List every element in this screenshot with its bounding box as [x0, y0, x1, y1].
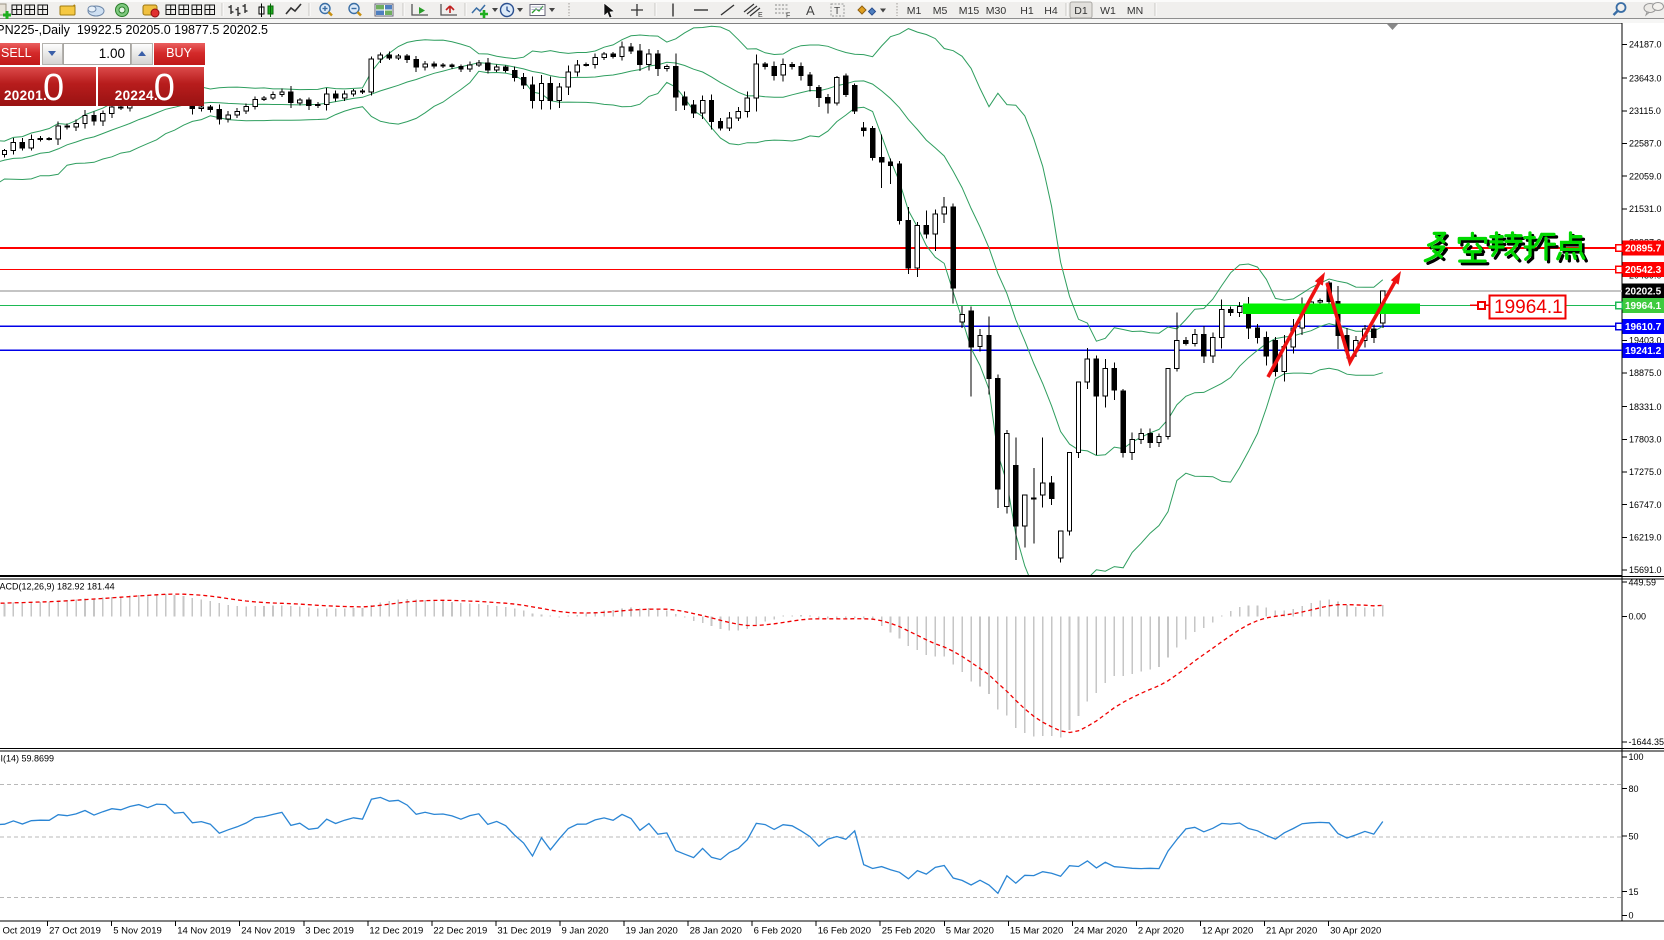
svg-text:16219.0: 16219.0 [1629, 532, 1662, 542]
svg-text:RSI(14) 59.8699: RSI(14) 59.8699 [0, 754, 54, 764]
svg-text:22059.0: 22059.0 [1629, 171, 1662, 181]
svg-text:5 Mar 2020: 5 Mar 2020 [946, 926, 994, 937]
svg-text:19964.1: 19964.1 [1625, 301, 1662, 312]
svg-text:18331.0: 18331.0 [1629, 402, 1662, 412]
svg-text:6 Feb 2020: 6 Feb 2020 [754, 926, 802, 937]
svg-text:15 Mar 2020: 15 Mar 2020 [1010, 926, 1063, 937]
svg-text:19403.0: 19403.0 [1629, 336, 1662, 346]
svg-text:21 Apr 2020: 21 Apr 2020 [1266, 926, 1317, 937]
svg-text:17803.0: 17803.0 [1629, 435, 1662, 445]
svg-text:-1644.35: -1644.35 [1629, 737, 1664, 747]
svg-text:12 Apr 2020: 12 Apr 2020 [1202, 926, 1253, 937]
svg-text:15: 15 [1629, 887, 1639, 897]
svg-text:D1: D1 [1074, 5, 1088, 17]
svg-text:15691.0: 15691.0 [1629, 565, 1662, 575]
svg-text:449.59: 449.59 [1629, 577, 1657, 587]
svg-text:21531.0: 21531.0 [1629, 204, 1662, 214]
svg-text:20542.3: 20542.3 [1625, 265, 1662, 276]
svg-text:2 Apr 2020: 2 Apr 2020 [1138, 926, 1184, 937]
svg-text:0.00: 0.00 [1629, 612, 1647, 622]
svg-text:80: 80 [1629, 784, 1639, 794]
svg-text:27 Oct 2019: 27 Oct 2019 [49, 926, 101, 937]
svg-text:12 Dec 2019: 12 Dec 2019 [369, 926, 423, 937]
svg-text:F: F [786, 13, 790, 20]
svg-text:31 Dec 2019: 31 Dec 2019 [497, 926, 551, 937]
svg-text:24 Nov 2019: 24 Nov 2019 [241, 926, 295, 937]
svg-text:24 Mar 2020: 24 Mar 2020 [1074, 926, 1127, 937]
svg-text:28 Jan 2020: 28 Jan 2020 [690, 926, 742, 937]
svg-text:MN: MN [1127, 5, 1143, 17]
svg-text:19964.1: 19964.1 [1494, 297, 1563, 318]
svg-text:30 Apr 2020: 30 Apr 2020 [1330, 926, 1381, 937]
svg-text:M15: M15 [959, 5, 980, 17]
svg-text:0: 0 [1629, 911, 1634, 921]
svg-text:5 Nov 2019: 5 Nov 2019 [113, 926, 162, 937]
svg-text:23643.0: 23643.0 [1629, 73, 1662, 83]
svg-text:18875.0: 18875.0 [1629, 368, 1662, 378]
svg-text:M5: M5 [933, 5, 948, 17]
svg-text:14 Nov 2019: 14 Nov 2019 [177, 926, 231, 937]
svg-text:H4: H4 [1044, 5, 1058, 17]
svg-text:20895.7: 20895.7 [1625, 244, 1662, 255]
svg-text:19241.2: 19241.2 [1625, 346, 1662, 357]
svg-text:M30: M30 [986, 5, 1007, 17]
svg-text:19 Jan 2020: 19 Jan 2020 [626, 926, 678, 937]
svg-text:MACD(12,26,9) 182.92 181.44: MACD(12,26,9) 182.92 181.44 [0, 582, 115, 592]
svg-text:16 Feb 2020: 16 Feb 2020 [818, 926, 871, 937]
svg-text:A: A [806, 3, 815, 18]
svg-text:25 Feb 2020: 25 Feb 2020 [882, 926, 935, 937]
svg-text:22 Dec 2019: 22 Dec 2019 [433, 926, 487, 937]
svg-text:20202.5: 20202.5 [1625, 287, 1662, 298]
svg-text:19610.7: 19610.7 [1625, 322, 1662, 333]
svg-text:E: E [758, 12, 763, 19]
svg-text:H1: H1 [1020, 5, 1034, 17]
svg-text:3 Dec 2019: 3 Dec 2019 [305, 926, 354, 937]
svg-text:M1: M1 [907, 5, 922, 17]
svg-text:Oct 2019: Oct 2019 [3, 926, 42, 937]
svg-text:100: 100 [1629, 752, 1644, 762]
svg-text:17275.0: 17275.0 [1629, 467, 1662, 477]
svg-text:24187.0: 24187.0 [1629, 40, 1662, 50]
svg-text:23115.0: 23115.0 [1629, 106, 1661, 116]
svg-text:9 Jan 2020: 9 Jan 2020 [562, 926, 609, 937]
svg-text:16747.0: 16747.0 [1629, 500, 1662, 510]
svg-text:22587.0: 22587.0 [1629, 139, 1662, 149]
svg-text:W1: W1 [1100, 5, 1116, 17]
svg-text:50: 50 [1629, 831, 1639, 841]
svg-text:T: T [834, 6, 840, 17]
